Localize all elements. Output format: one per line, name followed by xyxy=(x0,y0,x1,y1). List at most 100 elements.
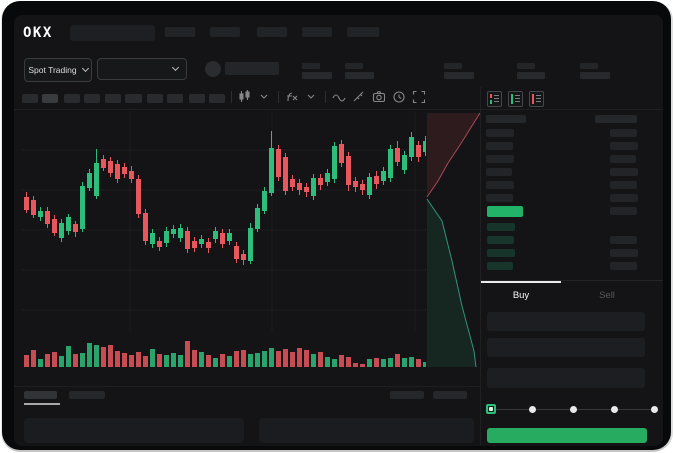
bottom-tab-underline xyxy=(24,403,60,405)
nav-item-placeholder[interactable] xyxy=(347,27,379,37)
timeframe-chip-placeholder[interactable] xyxy=(64,94,80,103)
last-price-highlight[interactable] xyxy=(487,206,523,217)
ask-row-amount-placeholder[interactable] xyxy=(610,129,637,137)
active-tab-indicator xyxy=(481,281,561,283)
bid-row-amount-placeholder[interactable] xyxy=(610,249,638,257)
ask-row-price-placeholder[interactable] xyxy=(486,142,513,150)
ask-row-amount-placeholder[interactable] xyxy=(610,168,638,176)
stat-label-placeholder xyxy=(444,63,462,69)
book-header-amount-placeholder xyxy=(595,115,637,123)
stat-label-placeholder xyxy=(517,63,535,69)
total-input-placeholder[interactable] xyxy=(487,368,645,388)
search-placeholder[interactable] xyxy=(70,25,155,41)
bottom-divider xyxy=(14,386,480,387)
stat-value-placeholder xyxy=(580,72,610,79)
ask-row-amount-placeholder[interactable] xyxy=(610,181,637,189)
fx-icon[interactable] xyxy=(285,90,299,104)
open-orders-panel-placeholder xyxy=(24,418,244,443)
wave-icon[interactable] xyxy=(332,90,346,104)
order-history-panel-placeholder xyxy=(259,418,474,443)
ask-row-price-placeholder[interactable] xyxy=(486,168,512,176)
bid-row-price-placeholder[interactable] xyxy=(487,223,515,231)
bottom-action-placeholder[interactable] xyxy=(433,391,467,399)
nav-item-placeholder[interactable] xyxy=(210,27,240,37)
stat-value-placeholder xyxy=(302,72,332,79)
toolbar-divider xyxy=(14,109,663,110)
candlestick-chart[interactable] xyxy=(22,111,426,373)
timeframe-chip-placeholder[interactable] xyxy=(105,94,121,103)
bottom-tab-placeholder[interactable] xyxy=(69,391,105,399)
bid-row-amount-placeholder[interactable] xyxy=(610,236,637,244)
timeframe-chip-placeholder[interactable] xyxy=(167,94,183,103)
ask-row-amount-placeholder[interactable] xyxy=(610,194,638,202)
chevron-down-icon[interactable] xyxy=(258,90,272,104)
pair-avatar xyxy=(205,61,221,77)
ruler-icon[interactable] xyxy=(352,90,366,104)
okx-logo: OKX xyxy=(23,25,53,41)
amount-input-placeholder[interactable] xyxy=(487,338,645,357)
book-bids-icon[interactable] xyxy=(508,91,523,107)
fullscreen-icon[interactable] xyxy=(412,90,426,104)
book-header-price-placeholder xyxy=(486,115,526,123)
toolbar-separator xyxy=(278,91,279,103)
stat-label-placeholder xyxy=(580,63,598,69)
slider-step-dot[interactable] xyxy=(611,406,618,413)
chevron-down-icon xyxy=(171,63,180,72)
timeframe-chip-placeholder[interactable] xyxy=(125,94,142,103)
toolbar-separator xyxy=(325,91,326,103)
price-input-placeholder[interactable] xyxy=(487,312,645,331)
slider-step-dot[interactable] xyxy=(570,406,577,413)
nav-item-placeholder[interactable] xyxy=(302,27,332,37)
tabs-divider xyxy=(480,280,663,281)
timeframe-chip-placeholder[interactable] xyxy=(84,94,100,103)
bid-row-price-placeholder[interactable] xyxy=(487,236,514,244)
stat-value-placeholder xyxy=(444,72,474,79)
market-type-selector[interactable]: Spot Trading xyxy=(24,58,92,82)
tab-sell-label: Sell xyxy=(599,289,615,301)
stat-label-placeholder xyxy=(302,63,320,69)
book-asks-icon[interactable] xyxy=(529,91,544,107)
candles-icon[interactable] xyxy=(238,90,252,104)
toolbar-separator xyxy=(231,91,232,103)
timeframe-chip-placeholder[interactable] xyxy=(189,94,205,103)
depth-chart[interactable] xyxy=(426,111,480,373)
clock-icon[interactable] xyxy=(392,90,406,104)
stat-value-placeholder xyxy=(517,72,545,79)
ask-row-price-placeholder[interactable] xyxy=(486,181,514,189)
bid-row-amount-placeholder[interactable] xyxy=(610,262,637,270)
timeframe-chip-placeholder[interactable] xyxy=(209,94,225,103)
timeframe-chip-placeholder[interactable] xyxy=(147,94,163,103)
camera-icon[interactable] xyxy=(372,90,386,104)
tab-sell[interactable]: Sell xyxy=(563,287,651,303)
bottom-tab-active-placeholder[interactable] xyxy=(24,391,57,399)
buy-submit-button[interactable] xyxy=(487,428,647,443)
bid-row-price-placeholder[interactable] xyxy=(487,262,513,270)
orderbook-view-switcher xyxy=(487,91,544,107)
market-type-label: Spot Trading xyxy=(28,65,77,75)
stat-label-placeholder xyxy=(345,63,363,69)
slider-step-dot[interactable] xyxy=(529,406,536,413)
timeframe-chip-placeholder[interactable] xyxy=(22,94,38,103)
bid-row-price-placeholder[interactable] xyxy=(487,249,515,257)
ask-row-amount-placeholder[interactable] xyxy=(610,155,636,163)
chevron-down-icon[interactable] xyxy=(305,90,319,104)
pair-name-placeholder xyxy=(225,62,279,75)
bottom-action-placeholder[interactable] xyxy=(390,391,424,399)
ask-row-amount-placeholder[interactable] xyxy=(610,142,638,150)
timeframe-chip-placeholder[interactable] xyxy=(42,94,58,103)
stat-value-placeholder xyxy=(345,72,374,79)
nav-item-placeholder[interactable] xyxy=(257,27,287,37)
ask-row-price-placeholder[interactable] xyxy=(486,129,514,137)
price-row-amount-placeholder xyxy=(610,207,637,215)
slider-step-dot[interactable] xyxy=(651,406,658,413)
pair-selector[interactable] xyxy=(97,58,187,80)
tab-buy-label: Buy xyxy=(512,289,530,301)
slider-handle[interactable] xyxy=(486,404,496,414)
tab-buy[interactable]: Buy xyxy=(481,287,561,303)
nav-item-placeholder[interactable] xyxy=(165,27,195,37)
book-combined-icon[interactable] xyxy=(487,91,502,107)
ask-row-price-placeholder[interactable] xyxy=(486,194,513,202)
ask-row-price-placeholder[interactable] xyxy=(486,155,514,163)
